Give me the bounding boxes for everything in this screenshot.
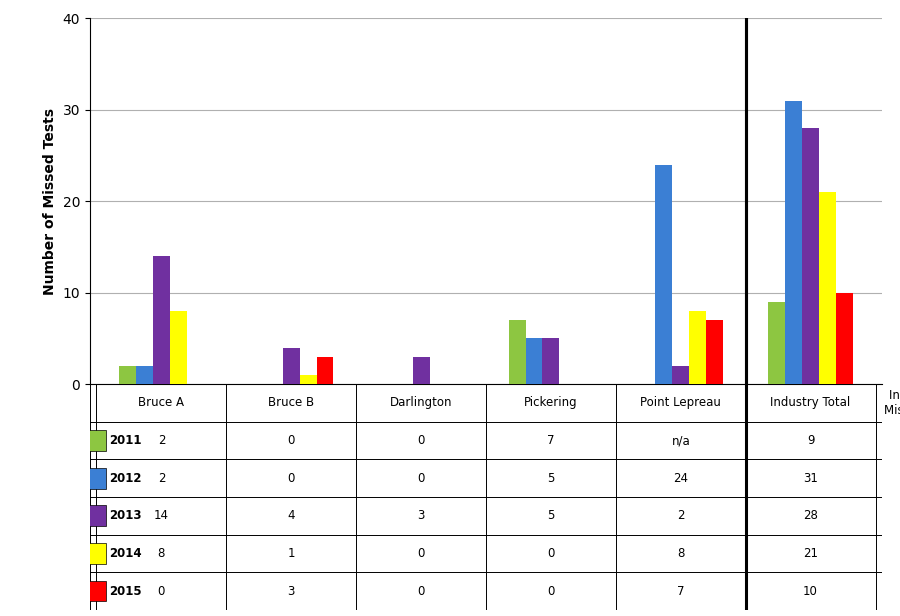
Text: 2011: 2011 [110, 434, 142, 447]
Text: Darlington: Darlington [390, 397, 453, 410]
Text: 2015: 2015 [110, 585, 142, 598]
Text: 2: 2 [158, 472, 166, 485]
Text: 0: 0 [418, 472, 425, 485]
Bar [136, 366, 153, 384]
Bar [802, 128, 819, 384]
Text: 2: 2 [677, 509, 685, 522]
Bar [786, 101, 802, 384]
Bar [89, 468, 105, 488]
Bar [543, 338, 560, 384]
Bar [672, 366, 689, 384]
Bar [706, 320, 723, 384]
Y-axis label: Number of Missed Tests: Number of Missed Tests [43, 108, 57, 295]
Text: 2013: 2013 [110, 509, 142, 522]
Text: 7: 7 [547, 434, 554, 447]
Text: 3: 3 [288, 585, 295, 598]
Text: 2: 2 [158, 434, 166, 447]
Text: 9: 9 [806, 434, 814, 447]
Bar [836, 293, 853, 384]
Text: 2014: 2014 [110, 547, 142, 560]
Text: Industry Total: Industry Total [770, 397, 850, 410]
Text: 21: 21 [803, 547, 818, 560]
Text: Industry %
Missed Tests: Industry % Missed Tests [884, 389, 900, 417]
Bar [283, 347, 300, 384]
Bar [412, 357, 429, 384]
Text: 8: 8 [158, 547, 165, 560]
Text: 8: 8 [677, 547, 684, 560]
Text: 14: 14 [154, 509, 169, 522]
Bar [170, 311, 186, 384]
Bar [526, 338, 543, 384]
Bar [769, 302, 786, 384]
Text: 2012: 2012 [110, 472, 142, 485]
Text: n/a: n/a [671, 434, 690, 447]
Text: 28: 28 [803, 509, 818, 522]
Text: 0: 0 [288, 434, 295, 447]
Bar [689, 311, 706, 384]
Bar [508, 320, 526, 384]
Text: Pickering: Pickering [524, 397, 578, 410]
Bar [819, 192, 836, 384]
Bar [317, 357, 333, 384]
Text: 0: 0 [547, 585, 554, 598]
Text: Bruce B: Bruce B [268, 397, 314, 410]
Text: 0: 0 [418, 585, 425, 598]
Text: 3: 3 [418, 509, 425, 522]
Text: 7: 7 [677, 585, 685, 598]
Bar [300, 375, 317, 384]
Text: 31: 31 [803, 472, 818, 485]
Text: 0: 0 [418, 434, 425, 447]
Bar [89, 430, 105, 451]
Text: 0: 0 [288, 472, 295, 485]
Text: 10: 10 [803, 585, 818, 598]
Bar [89, 506, 105, 526]
Text: 4: 4 [287, 509, 295, 522]
Text: 0: 0 [158, 585, 165, 598]
Bar [89, 581, 105, 601]
Text: 0: 0 [547, 547, 554, 560]
Text: 5: 5 [547, 472, 554, 485]
Text: 1: 1 [287, 547, 295, 560]
Bar [153, 256, 170, 384]
Bar [119, 366, 136, 384]
Text: Bruce A: Bruce A [139, 397, 184, 410]
Text: 24: 24 [673, 472, 689, 485]
Text: Point Lepreau: Point Lepreau [640, 397, 721, 410]
Text: 0: 0 [418, 547, 425, 560]
Bar [655, 164, 672, 384]
Bar [89, 543, 105, 564]
Text: 5: 5 [547, 509, 554, 522]
